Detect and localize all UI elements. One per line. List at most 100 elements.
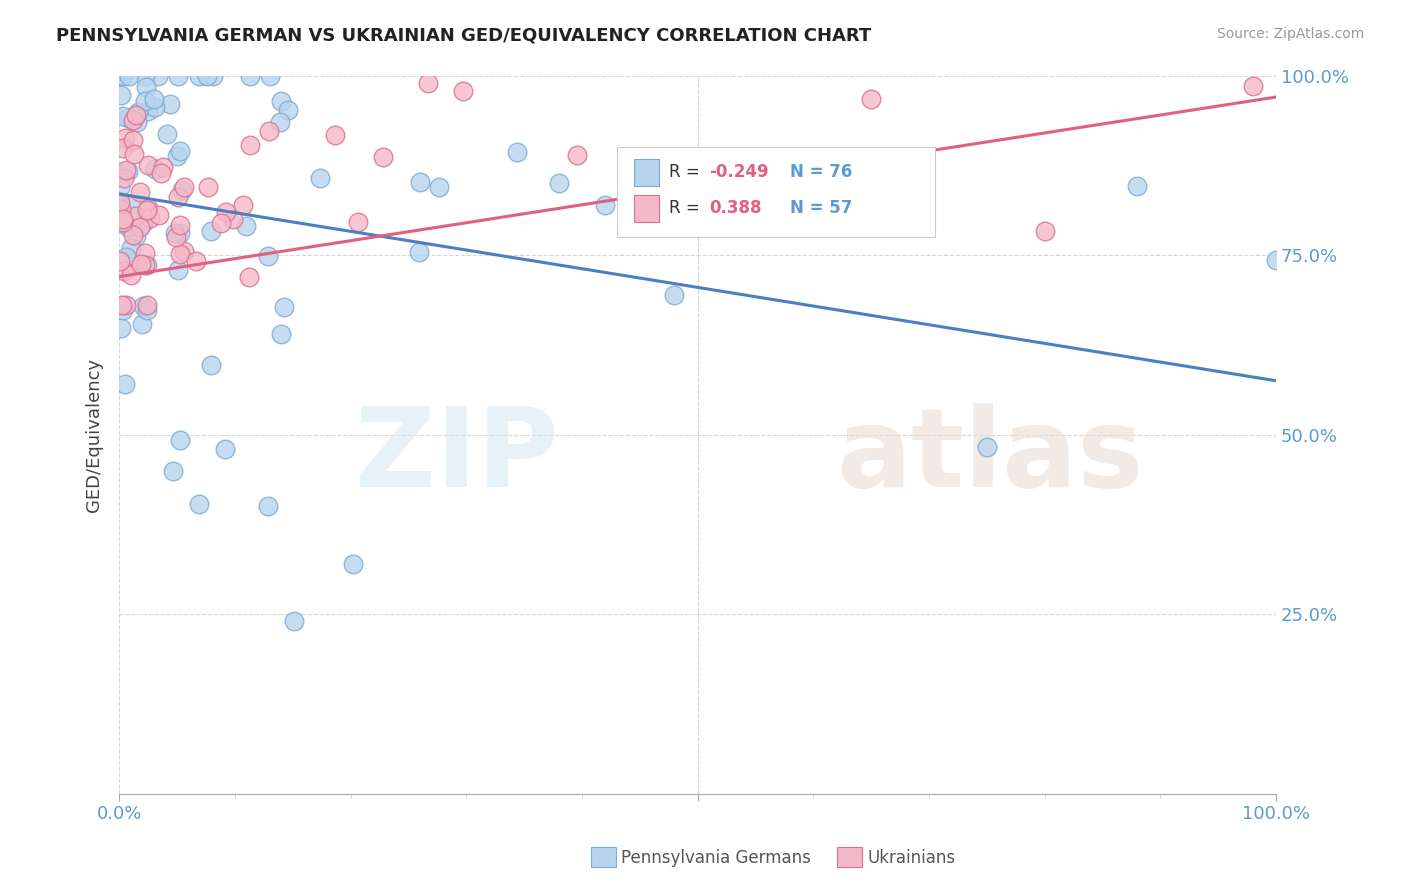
- Point: [257, 249, 280, 263]
- Point: [111, 298, 134, 312]
- Point: [110, 69, 132, 83]
- Point: [110, 321, 132, 335]
- Y-axis label: GED/Equivalency: GED/Equivalency: [86, 358, 103, 512]
- Point: [111, 303, 134, 318]
- Text: Source: ZipAtlas.com: Source: ZipAtlas.com: [1216, 27, 1364, 41]
- Point: [710, 203, 733, 218]
- Bar: [634, 194, 659, 222]
- Point: [308, 171, 330, 186]
- Point: [169, 218, 191, 232]
- Point: [159, 97, 181, 112]
- Point: [371, 150, 394, 164]
- Point: [114, 131, 136, 145]
- Point: [860, 92, 883, 106]
- Point: [235, 219, 257, 234]
- Point: [134, 69, 156, 83]
- Point: [801, 161, 824, 176]
- Point: [128, 219, 150, 234]
- Point: [114, 250, 136, 264]
- Point: [197, 180, 219, 194]
- Point: [169, 434, 191, 448]
- Point: [200, 358, 222, 372]
- Point: [409, 175, 432, 189]
- Text: Pennsylvania Germans: Pennsylvania Germans: [621, 849, 811, 867]
- Point: [114, 377, 136, 392]
- Point: [110, 87, 132, 102]
- Point: [121, 133, 143, 147]
- Point: [152, 161, 174, 175]
- Point: [165, 229, 187, 244]
- Point: [117, 69, 139, 83]
- Point: [111, 109, 134, 123]
- Point: [112, 141, 135, 155]
- Point: [112, 170, 135, 185]
- Point: [136, 258, 159, 272]
- Point: [143, 93, 166, 107]
- Point: [110, 197, 132, 211]
- Point: [215, 204, 238, 219]
- Point: [134, 258, 156, 272]
- Point: [238, 270, 260, 285]
- Point: [1033, 224, 1056, 238]
- Point: [1265, 253, 1288, 268]
- Point: [134, 95, 156, 109]
- Point: [120, 241, 142, 255]
- Point: [115, 162, 138, 177]
- Point: [143, 100, 166, 114]
- Point: [136, 201, 159, 215]
- Point: [451, 84, 474, 98]
- Point: [110, 212, 132, 227]
- Point: [146, 69, 169, 83]
- Text: Ukrainians: Ukrainians: [868, 849, 956, 867]
- Text: R =: R =: [669, 200, 704, 218]
- Point: [112, 263, 135, 277]
- Point: [114, 298, 136, 312]
- Point: [166, 69, 188, 83]
- Point: [197, 69, 219, 83]
- Point: [120, 268, 142, 282]
- Point: [166, 190, 188, 204]
- Point: [593, 198, 616, 212]
- Point: [112, 214, 135, 228]
- Point: [173, 179, 195, 194]
- Point: [167, 263, 190, 277]
- Point: [188, 69, 211, 83]
- Point: [346, 215, 368, 229]
- Point: [976, 440, 998, 454]
- Point: [209, 216, 232, 230]
- Point: [136, 158, 159, 172]
- Point: [257, 500, 280, 514]
- Point: [408, 244, 430, 259]
- Point: [165, 227, 187, 241]
- Point: [127, 105, 149, 120]
- Point: [232, 198, 254, 212]
- Bar: [634, 159, 659, 186]
- Point: [323, 128, 346, 143]
- Text: R =: R =: [669, 163, 704, 181]
- Point: [342, 557, 364, 571]
- Point: [273, 301, 295, 315]
- Point: [200, 224, 222, 238]
- Point: [427, 180, 450, 194]
- Point: [117, 220, 139, 235]
- Text: atlas: atlas: [837, 402, 1144, 509]
- Point: [110, 202, 132, 216]
- Point: [184, 254, 207, 268]
- Point: [259, 69, 281, 83]
- Point: [169, 247, 191, 261]
- Point: [111, 216, 134, 230]
- Point: [128, 185, 150, 199]
- Point: [162, 463, 184, 477]
- Point: [125, 115, 148, 129]
- Point: [156, 127, 179, 141]
- Point: [136, 298, 159, 312]
- Point: [567, 148, 589, 162]
- Text: -0.249: -0.249: [709, 163, 769, 181]
- Point: [132, 216, 155, 230]
- Point: [134, 246, 156, 260]
- Text: ZIP: ZIP: [356, 402, 558, 509]
- Point: [122, 147, 145, 161]
- Point: [664, 288, 686, 302]
- Point: [506, 145, 529, 159]
- Point: [257, 124, 280, 138]
